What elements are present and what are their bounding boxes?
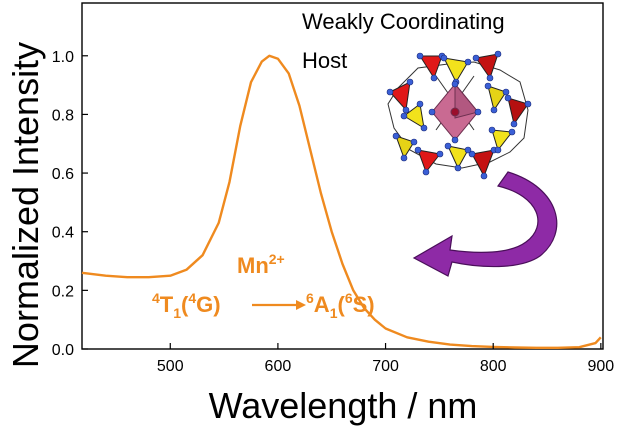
atom-sphere [400, 112, 408, 120]
atom-sphere [488, 126, 496, 134]
atom-sphere [428, 108, 436, 116]
atom-sphere [414, 146, 422, 154]
x-tick-label: 600 [265, 358, 292, 375]
atom-sphere [410, 138, 418, 146]
transition-label: 4T1(4G) [152, 290, 221, 321]
crystal-structure-illustration [386, 50, 532, 180]
atom-sphere [494, 146, 502, 154]
atom-sphere [484, 82, 492, 90]
atom-sphere [490, 106, 498, 114]
atom-sphere [510, 120, 518, 128]
atom-sphere [454, 164, 462, 172]
x-tick-label: 900 [587, 358, 614, 375]
host-label-line1: Weakly Coordinating [302, 9, 505, 34]
atom-sphere [464, 146, 472, 154]
atom-sphere [504, 94, 512, 102]
atom-sphere [430, 74, 438, 82]
ion-symbol: Mn [237, 253, 269, 278]
y-tick-label: 0.6 [52, 166, 74, 183]
ion-label: Mn2+ [237, 251, 285, 278]
atom-sphere [494, 50, 502, 58]
transition-label-target: 6A1(6S) [306, 290, 375, 321]
emission-curve [81, 54, 602, 349]
atom-sphere [422, 168, 430, 176]
x-tick-label: 700 [372, 358, 399, 375]
atom-sphere [416, 100, 424, 108]
atom-sphere [451, 80, 459, 88]
plot-frame [81, 2, 604, 350]
curved-arrow-icon [412, 171, 558, 277]
atom-sphere [472, 54, 480, 62]
atom-layer [386, 50, 532, 180]
y-tick-label: 0.8 [52, 107, 74, 124]
y-axis-title: Normalized Intensity [5, 42, 46, 368]
atom-sphere [406, 78, 414, 86]
atom-sphere [486, 74, 494, 82]
tick-layer: 500 600 700 800 900 0.0 0.2 0.4 0.6 0.8 1.0 [52, 49, 615, 375]
ion-charge: 2+ [269, 251, 285, 267]
atom-sphere [508, 128, 516, 136]
red-tetrahedra [389, 53, 529, 178]
atom-sphere [402, 106, 410, 114]
atom-sphere [440, 54, 448, 62]
atom-sphere [502, 88, 510, 96]
yellow-tetrahedra [395, 57, 513, 170]
y-tick-label: 0.2 [52, 283, 74, 300]
atom-sphere [386, 88, 394, 96]
x-axis-title: Wavelength / nm [209, 385, 478, 426]
curve-layer [81, 54, 602, 349]
host-label-line2: Host [302, 48, 347, 73]
central-octahedron [431, 82, 479, 141]
atom-sphere [474, 108, 482, 116]
atom-sphere [392, 132, 400, 140]
plot-border [81, 2, 604, 350]
atom-sphere [444, 142, 452, 150]
x-tick-label: 800 [480, 358, 507, 375]
atom-sphere [464, 58, 472, 66]
atom-sphere [420, 124, 428, 132]
y-tick-label: 0.0 [52, 342, 74, 359]
atom-sphere [524, 100, 532, 108]
atom-sphere [436, 150, 444, 158]
atom-sphere [400, 154, 408, 162]
y-tick-label: 0.4 [52, 225, 74, 242]
x-tick-label: 500 [157, 358, 184, 375]
atom-sphere [480, 172, 488, 180]
atom-sphere [451, 136, 459, 144]
atom-sphere [468, 150, 476, 158]
transition-arrow-icon [252, 300, 306, 310]
y-tick-label: 1.0 [52, 49, 74, 66]
atom-sphere [416, 52, 424, 60]
